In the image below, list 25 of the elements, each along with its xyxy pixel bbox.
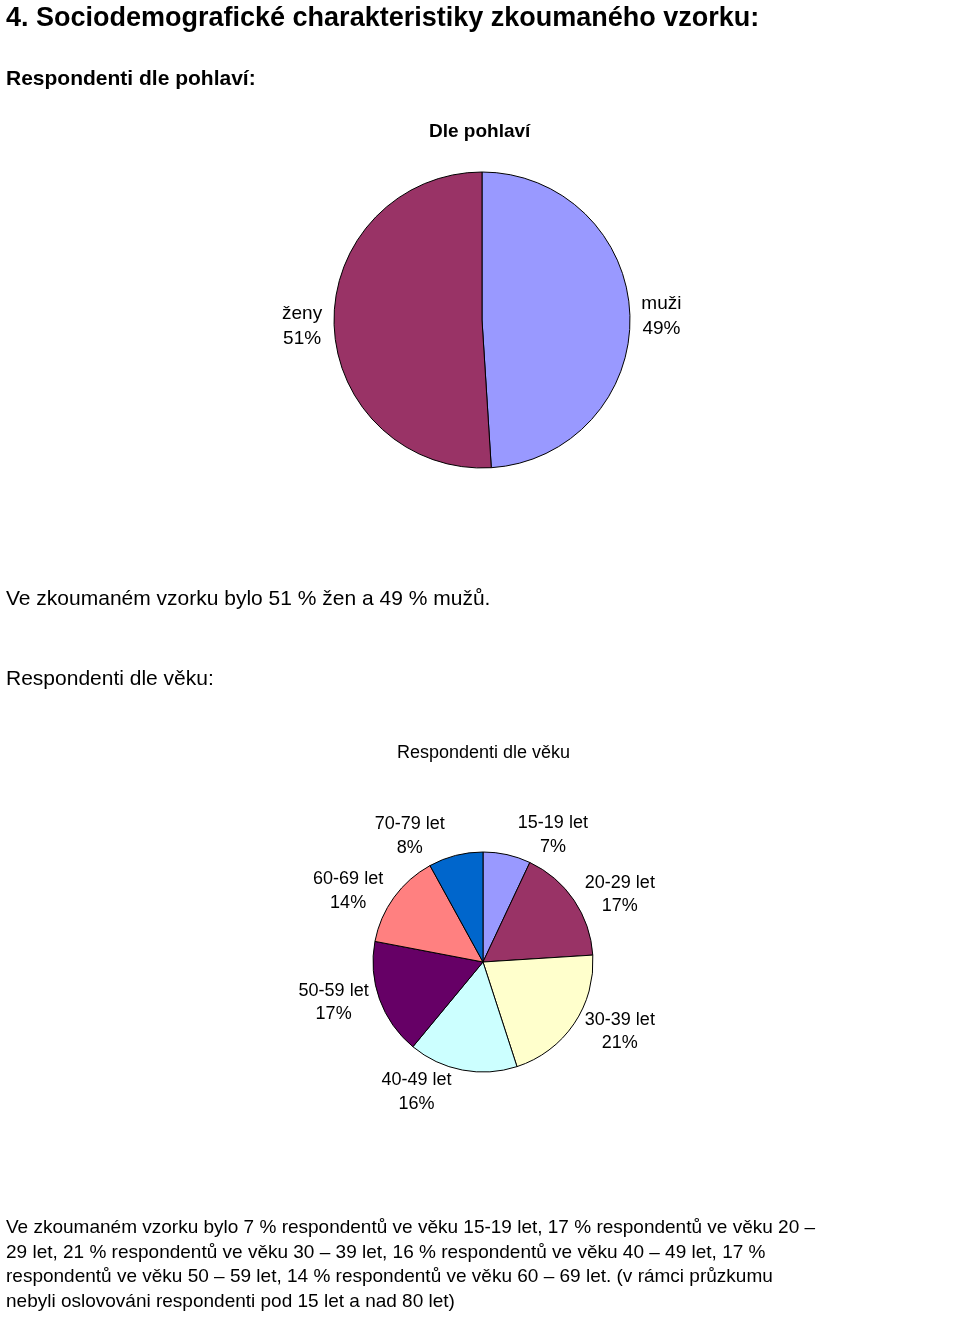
- text: Ve zkoumaném vzorku bylo 51 % žen a 49 % mužů.: [6, 586, 491, 609]
- data-label: 14%: [330, 891, 367, 912]
- chart-title: Respondenti dle věku: [397, 742, 571, 762]
- text: Respondenti dle věku:: [6, 666, 214, 689]
- slice-label: 60-69 let: [313, 868, 384, 889]
- data-label: 7%: [539, 835, 566, 856]
- text: Ve zkoumaném vzorku bylo 7 % respondentů ve věku 15-19 let, 17 % respondentů ve věku 20 – 29 let, 21 % respondentů ve věku 30 – 39 let, 16 % respondentů ve věku 40 – 49 let, 17 % respondentů ve věku 50 – 59 let, 14 % respondentů ve věku 60 – 69 let. (v rámci průzkumu nebyli oslovováni respondenti pod 15 let a nad 80 let): [6, 1216, 816, 1312]
- text: Respondenti dle pohlaví:: [6, 66, 256, 89]
- data-label: 49%: [642, 317, 681, 339]
- data-label: 17%: [601, 895, 638, 916]
- data-label: 21%: [601, 1032, 638, 1053]
- data-label: 16%: [398, 1092, 435, 1113]
- data-label: 51%: [283, 326, 322, 348]
- slice-label: ženy: [282, 301, 323, 323]
- slice-label: 30-39 let: [584, 1008, 655, 1029]
- slice-label: 15-19 let: [517, 812, 588, 833]
- text: 4. Sociodemografické charakteristiky zkoumaného vzorku:: [6, 2, 760, 32]
- slice-label: muži: [641, 292, 682, 314]
- slice-label: 50-59 let: [298, 980, 369, 1001]
- chart-title: Dle pohlaví: [429, 120, 532, 141]
- slice-label: 40-49 let: [381, 1069, 452, 1090]
- data-label: 17%: [315, 1003, 352, 1024]
- slice-label: 20-29 let: [584, 871, 655, 892]
- data-label: 8%: [396, 836, 423, 857]
- slice-label: 70-79 let: [374, 813, 445, 834]
